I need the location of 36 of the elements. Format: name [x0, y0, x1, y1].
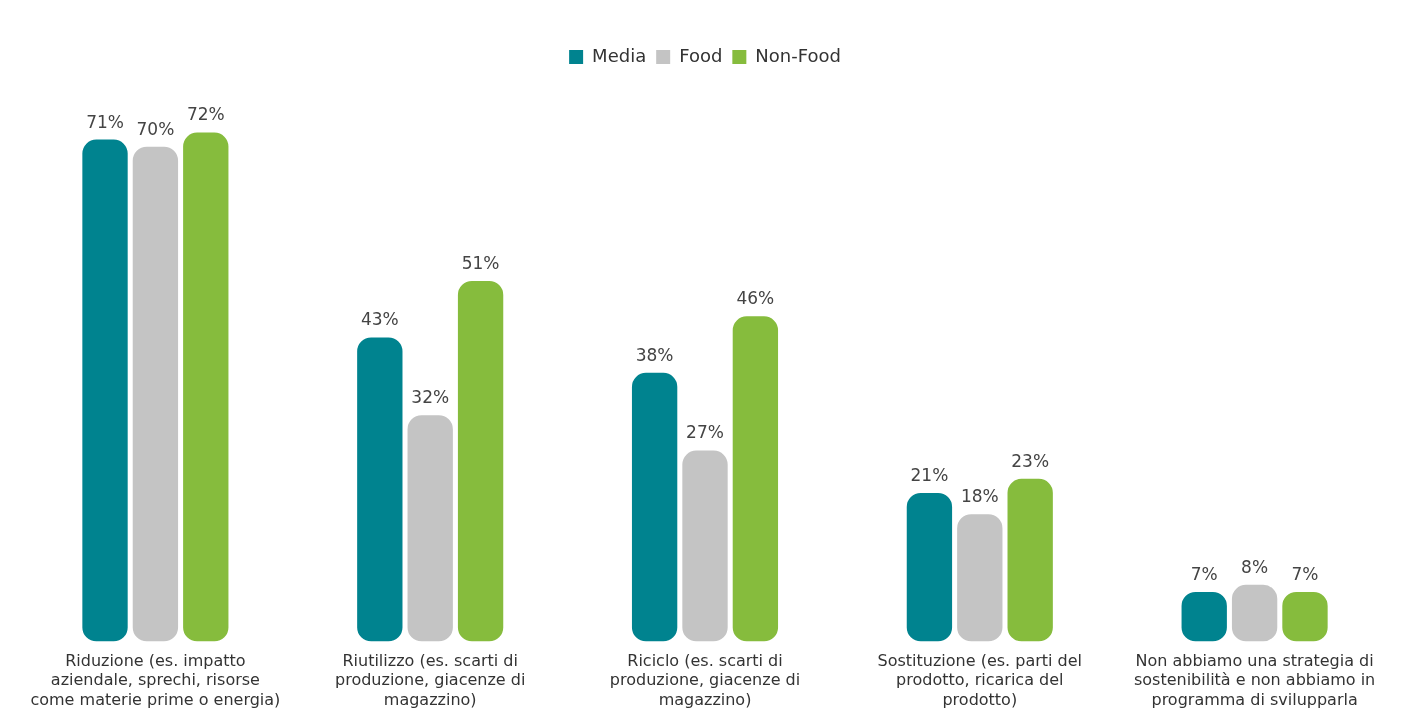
data-label: 72%	[186, 104, 225, 125]
data-label: 23%	[1011, 450, 1050, 471]
data-label: 71%	[86, 111, 124, 132]
data-label: 38%	[635, 344, 674, 365]
bar	[732, 316, 779, 642]
legend-label: Media	[592, 44, 647, 66]
bar	[457, 280, 504, 642]
bar	[631, 372, 678, 642]
bar	[957, 514, 1003, 642]
data-label: 43%	[360, 309, 399, 330]
data-label: 27%	[686, 422, 724, 443]
bar	[906, 492, 953, 642]
bar	[407, 415, 453, 642]
data-label: 8%	[1241, 556, 1269, 577]
data-label: 7%	[1190, 563, 1218, 584]
data-label: 46%	[736, 288, 775, 309]
bar	[132, 146, 179, 642]
x-tick-label: Riduzione (es. impatto aziendale, sprechi, risorse come materie prime o energia)	[30, 651, 281, 709]
x-tick-label: Sostituzione (es. parti del prodotto, ricarica del prodotto)	[877, 651, 1083, 709]
data-label: 18%	[960, 486, 999, 507]
x-tick-label: Riciclo (es. scarti di produzione, giacenze di magazzino)	[609, 651, 801, 709]
legend-label: Food	[679, 44, 723, 66]
bar	[183, 132, 229, 642]
data-label: 51%	[461, 252, 500, 273]
data-label: 7%	[1291, 563, 1319, 584]
data-label: 32%	[411, 387, 450, 408]
bar	[1231, 584, 1278, 642]
data-label: 70%	[136, 118, 175, 139]
bar	[357, 337, 403, 642]
x-tick-label: Non abbiamo una strategia di sostenibilità e non abbiamo in programma di svilupparla	[1133, 651, 1376, 709]
x-tick-label: Riutilizzo (es. scarti di produzione, giacenze di magazzino)	[335, 651, 526, 709]
legend-label: Non-Food	[755, 44, 841, 66]
bar	[682, 450, 728, 642]
bar	[1007, 478, 1053, 642]
bar	[82, 139, 128, 642]
data-label: 21%	[910, 464, 949, 485]
